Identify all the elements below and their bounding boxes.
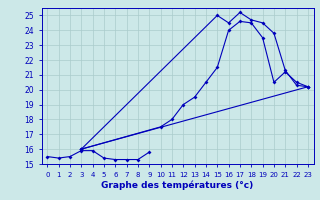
X-axis label: Graphe des températures (°c): Graphe des températures (°c) bbox=[101, 180, 254, 190]
